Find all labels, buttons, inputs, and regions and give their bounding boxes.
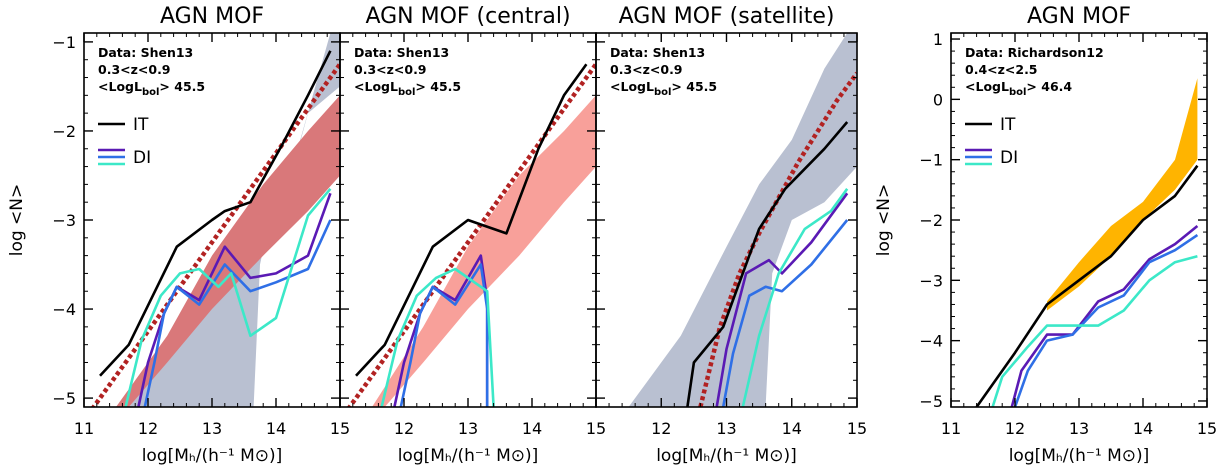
y-tick-label: −5 [52, 389, 76, 408]
y-tick-label: −1 [919, 151, 943, 170]
plot-area [975, 78, 1199, 407]
panel-title: AGN MOF (central) [365, 4, 570, 29]
luminosity-prefix: <LogL [610, 79, 654, 94]
series-line-4 [721, 219, 849, 407]
x-axis-label: log[Mₕ/(h⁻¹ M⊙)] [398, 446, 539, 466]
x-tick-label: 15 [586, 419, 606, 438]
luminosity-value: > 46.4 [1026, 79, 1072, 94]
model-fit-line [90, 62, 340, 407]
luminosity-subscript: bol [142, 87, 159, 98]
series-line-2 [1010, 224, 1199, 407]
x-tick-label: 14 [782, 419, 802, 438]
x-tick-label: 13 [202, 419, 222, 438]
y-axis-label: log <N> [7, 184, 27, 257]
legend-label-it: IT [133, 115, 149, 135]
model-band-1 [628, 33, 857, 407]
luminosity-value: > 45.5 [671, 79, 717, 94]
y-tick-label: −2 [919, 211, 943, 230]
annotation-luminosity: <LogLbol> 45.5 [98, 79, 205, 98]
series-line-5 [380, 267, 495, 407]
annotation-data-source: Data: Shen13 [610, 45, 705, 60]
annotation-redshift-range: 0.3<z<0.9 [98, 62, 171, 77]
x-tick-label: 12 [1005, 419, 1025, 438]
model-band-1 [1047, 78, 1198, 311]
panel-1: 11 12 13 14 15 −5 −4 −3 −2 −1 AGN MOF log[Mₕ/(h⁻¹ M… [7, 4, 350, 466]
luminosity-prefix: <LogL [98, 79, 142, 94]
y-tick-label: −5 [919, 392, 943, 411]
panel-3: 12 13 14 15 AGN MOF (satellite) log[Mₕ/(h⁻¹ M… [595, 4, 867, 466]
x-tick-label: 11 [941, 419, 961, 438]
luminosity-prefix: <LogL [965, 79, 1009, 94]
x-axis-label: log[Mₕ/(h⁻¹ M⊙)] [1009, 446, 1150, 466]
y-axis-label: log <N> [874, 184, 894, 257]
series-line-4 [143, 219, 332, 407]
series-line-3 [715, 192, 849, 407]
panel-title: AGN MOF (satellite) [619, 4, 835, 29]
luminosity-prefix: <LogL [354, 79, 398, 94]
plot-area [628, 33, 857, 407]
series-line-3 [1013, 234, 1199, 407]
annotation-luminosity: <LogLbol> 45.5 [354, 79, 461, 98]
panel-2: 12 13 14 15 AGN MOF (central) log[Mₕ/(h⁻¹ M⊙)… [339, 4, 606, 466]
x-tick-label: 13 [716, 419, 736, 438]
y-tick-label: −4 [919, 332, 943, 351]
x-tick-label: 15 [330, 419, 350, 438]
y-tick-label: −3 [52, 211, 76, 230]
x-tick-label: 13 [1069, 419, 1089, 438]
y-tick-label: −2 [52, 122, 76, 141]
panel-title: AGN MOF [1027, 4, 1131, 29]
luminosity-value: > 45.5 [159, 79, 205, 94]
series-line-1 [975, 164, 1199, 407]
annotation-redshift-range: 0.3<z<0.9 [354, 62, 427, 77]
x-axis-label: log[Mₕ/(h⁻¹ M⊙)] [656, 446, 797, 466]
annotation-redshift-range: 0.3<z<0.9 [610, 62, 683, 77]
x-tick-label: 12 [394, 419, 414, 438]
x-tick-label: 12 [651, 419, 671, 438]
series-line-5 [741, 188, 849, 407]
legend-label-di: DI [1000, 148, 1018, 168]
x-tick-label: 12 [138, 419, 158, 438]
x-tick-label: 15 [847, 419, 867, 438]
legend-label-di: DI [133, 148, 151, 168]
plot-area [346, 62, 596, 407]
panel-4: 11 12 13 14 15 −5 −4 −3 −2 −1 0 1 AGN MOF log[Mₕ/(h⁻¹… [874, 4, 1217, 466]
luminosity-value: > 45.5 [415, 79, 461, 94]
model-band-1 [128, 33, 340, 407]
y-tick-label: −3 [919, 271, 943, 290]
x-tick-label: 13 [458, 419, 478, 438]
series-line-5 [124, 187, 332, 407]
model-fit-line [346, 62, 596, 407]
series-line-2 [99, 50, 332, 377]
luminosity-subscript: bol [398, 87, 415, 98]
series-line-4 [991, 254, 1198, 407]
series-line-2 [355, 63, 588, 377]
annotation-data-source: Data: Richardson12 [965, 45, 1104, 60]
y-tick-label: 0 [933, 90, 943, 109]
x-tick-label: 11 [74, 419, 94, 438]
panel-title: AGN MOF [160, 4, 264, 29]
annotation-data-source: Data: Shen13 [354, 45, 449, 60]
series-line-2 [686, 121, 849, 407]
luminosity-subscript: bol [1009, 87, 1026, 98]
x-tick-label: 15 [1197, 419, 1217, 438]
x-axis-label: log[Mₕ/(h⁻¹ M⊙)] [142, 446, 283, 466]
y-tick-label: −4 [52, 300, 76, 319]
annotation-data-source: Data: Shen13 [98, 45, 193, 60]
y-tick-label: 1 [933, 30, 943, 49]
annotation-redshift-range: 0.4<z<2.5 [965, 62, 1038, 77]
x-tick-label: 14 [522, 419, 542, 438]
model-band-1 [372, 95, 596, 407]
plot-area [90, 33, 340, 407]
annotation-luminosity: <LogLbol> 46.4 [965, 79, 1072, 98]
series-line-4 [399, 263, 489, 407]
y-tick-label: −1 [52, 33, 76, 52]
legend-label-it: IT [1000, 115, 1016, 135]
luminosity-subscript: bol [654, 87, 671, 98]
x-tick-label: 14 [266, 419, 286, 438]
annotation-luminosity: <LogLbol> 45.5 [610, 79, 717, 98]
x-tick-label: 14 [1133, 419, 1153, 438]
